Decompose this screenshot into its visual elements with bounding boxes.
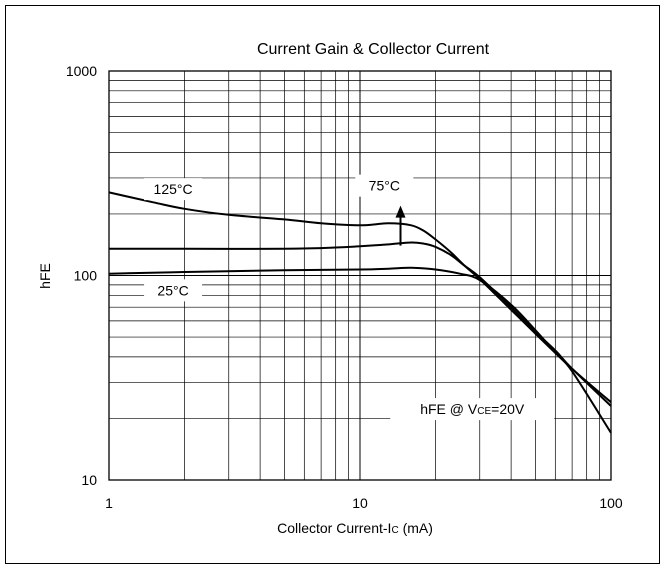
label-25c-bg <box>144 279 203 302</box>
label-75c: 75°C <box>369 178 400 194</box>
label-125c-bg <box>144 178 203 201</box>
label-25c-value: 25 <box>157 282 173 298</box>
series-line-125c <box>108 191 612 403</box>
series-line-25c <box>108 266 612 434</box>
y-tick-label: 100 <box>74 268 98 284</box>
label-125c: 125°C <box>154 181 193 197</box>
condition-sub: CE <box>477 406 491 417</box>
x-axis-label-main: Collector Current-I <box>277 520 391 536</box>
arrow-head-75c <box>395 205 406 218</box>
label-25c-unit: °C <box>173 282 189 298</box>
label-75c-bg <box>355 174 414 197</box>
label-125c-unit: °C <box>177 181 193 197</box>
condition-prefix: hFE @ V <box>420 401 478 417</box>
series-lines <box>108 191 612 434</box>
x-tick-label: 1 <box>105 495 113 511</box>
y-tick-label: 1000 <box>66 63 97 79</box>
grid <box>109 71 611 480</box>
x-axis-label: Collector Current-IC (mA) <box>277 520 433 536</box>
label-75c-value: 75 <box>369 178 385 194</box>
condition-suffix: =20V <box>491 401 525 417</box>
tick-labels: 1 10 100 10 100 1000 <box>66 63 623 511</box>
chart-frame <box>5 5 660 564</box>
chart-title: Current Gain & Collector Current <box>257 41 490 58</box>
label-25c: 25°C <box>157 282 188 298</box>
x-tick-label: 100 <box>599 495 623 511</box>
x-tick-label: 10 <box>352 495 368 511</box>
plot-border <box>108 70 612 481</box>
x-axis-label-sub: C <box>391 525 398 536</box>
y-axis-label: hFE <box>37 263 53 289</box>
y-tick-label: 10 <box>81 472 97 488</box>
condition-label: hFE @ VCE=20V <box>420 401 525 417</box>
label-125c-value: 125 <box>154 181 178 197</box>
label-75c-unit: °C <box>384 178 400 194</box>
x-axis-label-unit: (mA) <box>399 520 433 536</box>
condition-label-bg <box>390 398 555 421</box>
